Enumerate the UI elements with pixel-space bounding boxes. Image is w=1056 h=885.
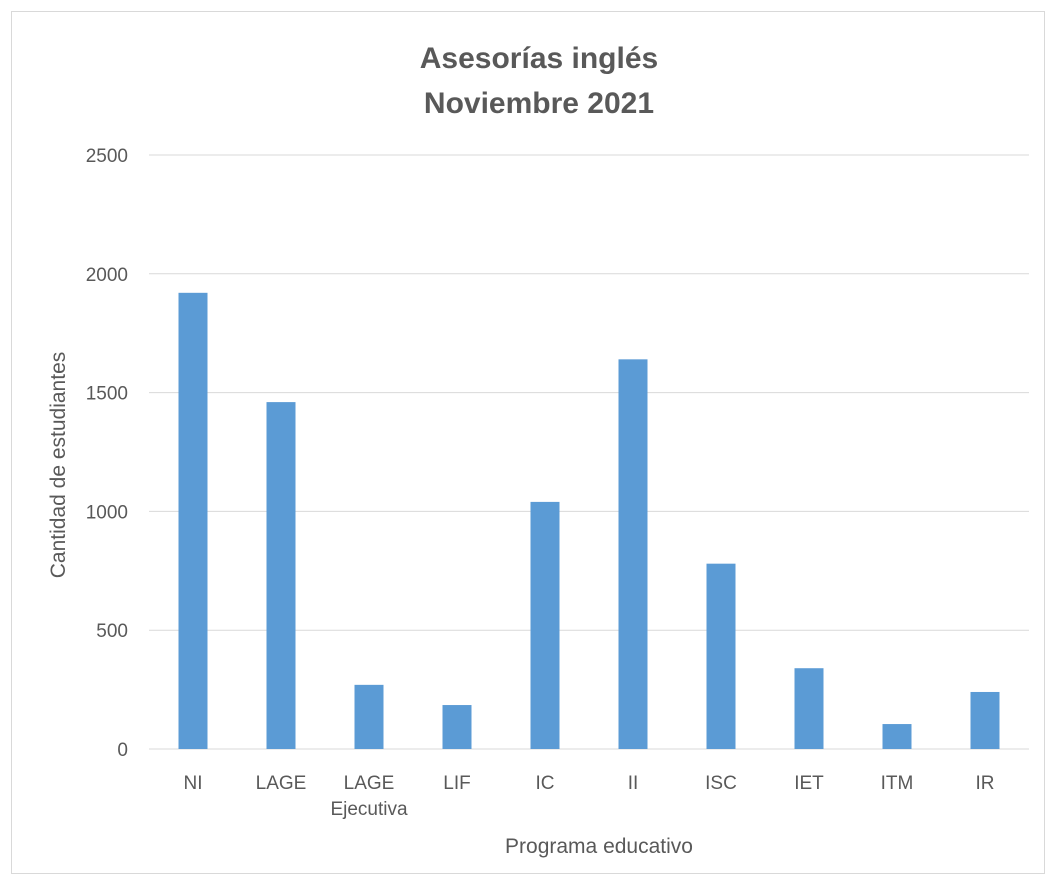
y-axis-title: Cantidad de estudiantes (47, 352, 70, 579)
bar-isc (706, 563, 736, 749)
bar-ii (618, 359, 648, 749)
x-tick-label: ISC (705, 773, 737, 794)
y-tick-label: 2500 (86, 146, 128, 167)
x-axis-title: Programa educativo (505, 835, 693, 858)
chart-frame: Asesorías inglés Noviembre 2021 0 500 1000… (11, 11, 1045, 874)
bar-lage (266, 402, 296, 749)
bar-lif (442, 705, 472, 749)
y-tick-label: 500 (96, 621, 128, 642)
x-tick-label: IET (794, 773, 824, 794)
x-tick-label: LIF (443, 773, 470, 794)
x-tick-label: IC (536, 773, 555, 794)
x-tick-labels: NI LAGE LAGE Ejecutiva LIF IC II ISC IET ITM IR (184, 773, 995, 820)
x-tick-label: LAGE (344, 773, 395, 794)
x-tick-label: IR (976, 773, 995, 794)
y-tick-label: 1500 (86, 384, 128, 405)
y-tick-label: 0 (117, 740, 128, 761)
chart-title-line-1: Asesorías inglés (420, 42, 658, 75)
bar-ic (530, 501, 560, 749)
x-tick-label: ITM (881, 773, 914, 794)
x-tick-label: Ejecutiva (330, 799, 408, 820)
y-tick-label: 2000 (86, 265, 128, 286)
chart-title-line-2: Noviembre 2021 (424, 87, 654, 120)
bar-ir (970, 691, 1000, 749)
y-tick-labels: 0 500 1000 1500 2000 2500 (86, 146, 128, 761)
x-tick-label: NI (184, 773, 203, 794)
x-tick-label: LAGE (256, 773, 307, 794)
y-tick-label: 1000 (86, 502, 128, 523)
bars (178, 292, 1000, 749)
gridlines (149, 154, 1029, 750)
bar-chart: Asesorías inglés Noviembre 2021 0 500 1000… (47, 42, 1029, 858)
bar-lage-ejecutiva (354, 684, 384, 749)
bar-ni (178, 292, 208, 749)
bar-iet (794, 668, 824, 749)
x-tick-label: II (628, 773, 639, 794)
bar-itm (882, 724, 912, 749)
